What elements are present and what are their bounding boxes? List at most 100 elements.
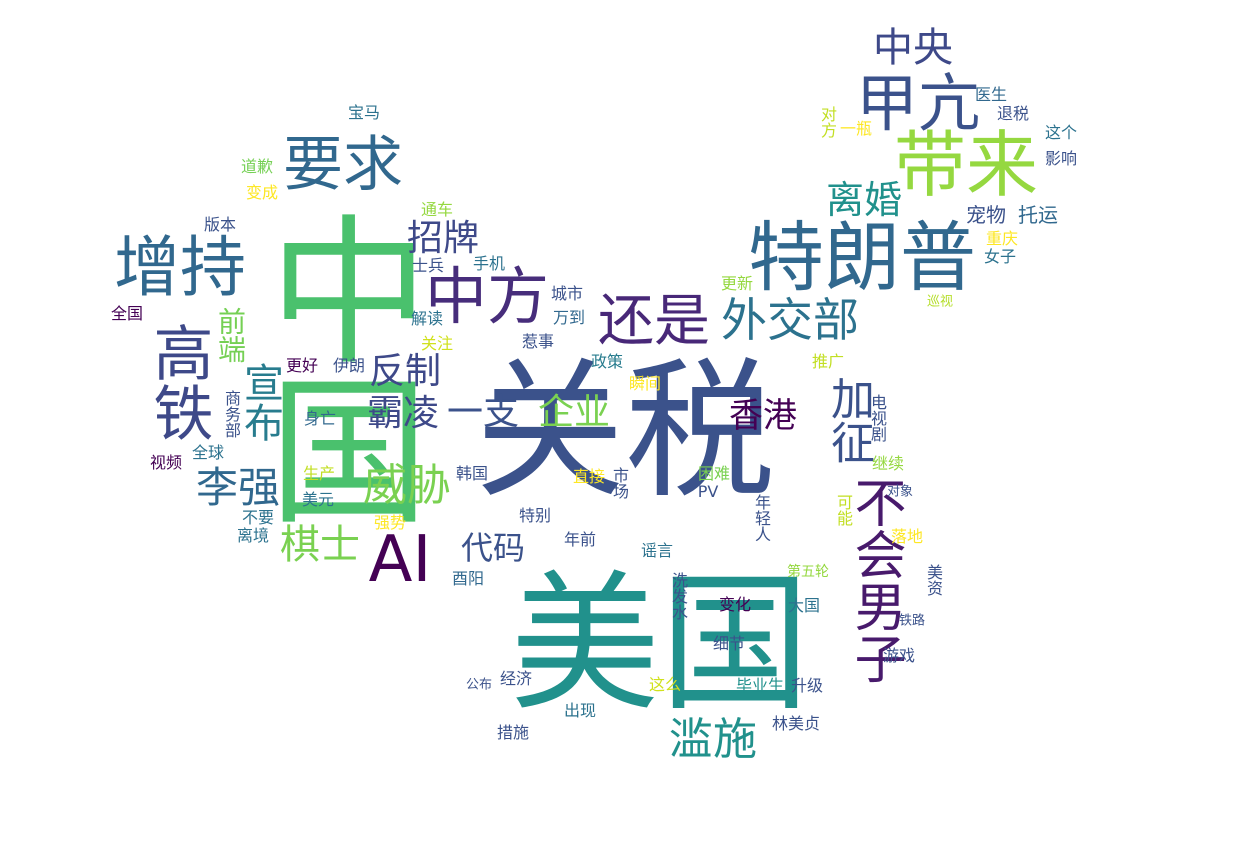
word-cloud-term: 伊朗 (332, 356, 366, 375)
word-cloud-term: 城市 (550, 284, 584, 303)
word-cloud-term: 宠物 (966, 203, 1006, 227)
word-cloud-term: 不会男子 (845, 476, 905, 684)
word-cloud-term: 谣言 (640, 541, 674, 560)
word-cloud-term: 退税 (996, 104, 1030, 123)
word-cloud-term: 手机 (472, 254, 506, 273)
word-cloud-term: 毕业生 (735, 676, 785, 695)
word-cloud-term: 特别 (518, 506, 552, 525)
word-cloud-term: 变成 (245, 183, 279, 202)
word-cloud-term: 韩国 (455, 464, 489, 483)
word-cloud-term: 瞬间 (628, 374, 662, 393)
word-cloud-term: 企业 (537, 392, 611, 433)
word-cloud-term: 细节 (712, 634, 746, 653)
word-cloud-term: 中方 (424, 260, 550, 333)
word-cloud-term: 中央 (873, 25, 953, 71)
word-cloud-term: 棋士 (280, 522, 360, 568)
word-cloud-term: 林美贞 (771, 714, 821, 733)
word-cloud-term: 重庆 (985, 229, 1019, 248)
word-cloud-term: 这个 (1044, 123, 1078, 142)
word-cloud-term: 第五轮 (787, 564, 829, 580)
word-cloud-term: 外交部 (721, 293, 859, 347)
word-cloud-term: 医生 (974, 85, 1008, 104)
word-cloud-term: 全球 (191, 443, 225, 462)
word-cloud-term: 香港 (729, 396, 797, 436)
word-cloud-term: 一支 (446, 392, 520, 433)
word-cloud-term: 巡视 (926, 294, 954, 310)
word-cloud-term: 一瓶 (839, 119, 873, 138)
word-cloud-term: 推广 (811, 352, 845, 371)
word-cloud-term: 出现 (563, 701, 597, 720)
word-cloud-term: 代码 (460, 529, 526, 567)
word-cloud-term: 洗发水 (669, 572, 688, 620)
word-cloud-term: 这么 (648, 675, 682, 694)
word-cloud-term: 公布 (465, 677, 493, 693)
word-cloud-term: 铁路 (898, 613, 926, 629)
word-cloud-term: 加征 (823, 376, 874, 464)
word-cloud-term: 视频 (149, 453, 183, 472)
word-cloud-term: 李强 (195, 463, 281, 512)
word-cloud-term: 美资 (924, 564, 943, 596)
word-cloud-term: 离婚 (825, 178, 903, 222)
word-cloud-term: 版本 (203, 215, 237, 234)
word-cloud-term: 关注 (420, 334, 454, 353)
word-cloud-term: 解读 (410, 309, 444, 328)
word-cloud-term: 措施 (496, 723, 530, 742)
word-cloud-term: 万到 (552, 308, 586, 327)
word-cloud-term: 政策 (590, 352, 624, 371)
word-cloud-term: 电视剧 (868, 394, 887, 442)
word-cloud-term: 年前 (563, 530, 597, 549)
word-cloud-term: 强势 (373, 513, 407, 532)
word-cloud-term: 高铁 (143, 322, 213, 442)
word-cloud-term: 招牌 (406, 218, 480, 259)
word-cloud-term: 继续 (871, 454, 905, 473)
word-cloud-term: 直接 (572, 467, 606, 486)
word-cloud-term: 美元 (301, 490, 335, 509)
word-cloud-term: 道歉 (240, 157, 274, 176)
word-cloud-term: 经济 (499, 669, 533, 688)
word-cloud-term: 变化 (718, 595, 752, 614)
word-cloud-term: 落地 (890, 527, 924, 546)
word-cloud-term: 游戏 (882, 646, 916, 665)
word-cloud-term: 女子 (983, 247, 1017, 266)
word-cloud-term: 特朗普 (748, 213, 976, 302)
word-cloud-term: 关税 (474, 345, 776, 519)
word-cloud-term: 更新 (720, 274, 754, 293)
word-cloud-term: 市场 (610, 467, 629, 499)
word-cloud-term: 升级 (790, 676, 824, 695)
word-cloud-term: 甲亢 (855, 67, 981, 140)
word-cloud-term: 前端 (214, 307, 247, 363)
word-cloud-term: 困难 (697, 464, 731, 483)
word-cloud-term: AI (368, 523, 432, 597)
word-cloud-term: 商务部 (222, 390, 241, 438)
word-cloud-term: 更好 (285, 356, 319, 375)
word-cloud-term: 通车 (420, 200, 454, 219)
word-cloud-term: 大国 (787, 596, 821, 615)
word-cloud-term: 还是 (598, 289, 710, 354)
word-cloud-term: 反制 (368, 351, 442, 392)
word-cloud-term: 年轻人 (752, 494, 771, 542)
word-cloud-term: 影响 (1044, 149, 1078, 168)
word-cloud-term: PV (697, 482, 719, 501)
word-cloud-term: 宣布 (237, 362, 283, 442)
word-cloud-term: 美国 (509, 558, 811, 732)
word-cloud-term: 离境 (236, 526, 270, 545)
word-cloud-term: 宝马 (347, 103, 381, 122)
word-cloud-term: 要求 (283, 130, 403, 200)
word-cloud-term: 酉阳 (451, 569, 485, 588)
word-cloud-term: 增持 (114, 229, 246, 306)
word-cloud-term: 身亡 (303, 409, 337, 428)
word-cloud-term: 对方 (818, 106, 837, 138)
word-cloud-term: 可能 (834, 494, 853, 526)
word-cloud-term: 不要 (241, 508, 275, 527)
word-cloud-term: 全国 (110, 304, 144, 323)
word-cloud-term: 托运 (1018, 203, 1058, 227)
word-cloud-term: 威胁 (363, 460, 451, 511)
word-cloud-term: 生产 (302, 464, 336, 483)
word-cloud-term: 带来 (893, 123, 1039, 207)
word-cloud-term: 惹事 (521, 332, 555, 351)
word-cloud-term: 对象 (886, 484, 914, 500)
word-cloud-term: 士兵 (411, 256, 445, 275)
word-cloud-term: 霸凌 (366, 393, 440, 434)
word-cloud-term: 中国 (242, 208, 429, 528)
